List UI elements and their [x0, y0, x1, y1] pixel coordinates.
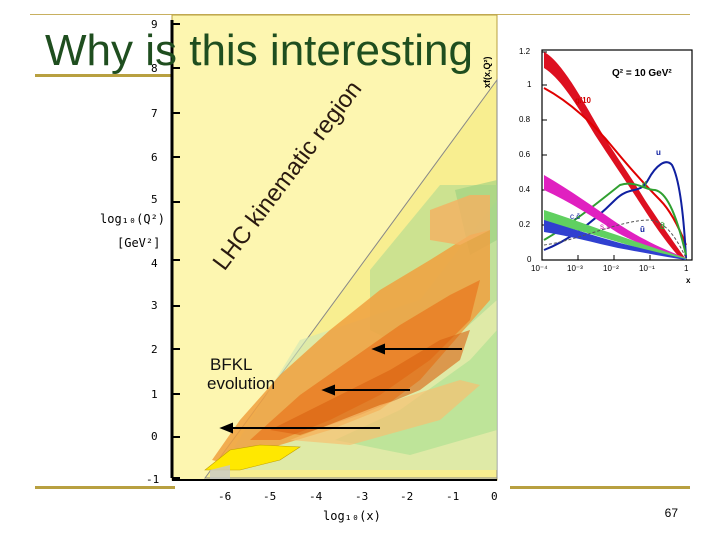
y-tick-marks: [172, 23, 180, 479]
pdf-x-tick-1e-1: 10⁻¹: [639, 264, 655, 273]
orange-region-4: [430, 195, 490, 245]
x-tick-label-0: 0: [491, 490, 498, 503]
pdf-cbar-label: c,c̄: [570, 212, 581, 221]
gluon-curve: [543, 87, 687, 246]
orange-region-1: [212, 230, 490, 465]
x-tick-label-minus1: -1: [446, 490, 460, 503]
y-tick-label-1: 1: [151, 388, 158, 401]
bottom-rule: [35, 486, 175, 489]
pdf-u-label: u: [656, 148, 661, 157]
pdf-x-tick-1: 1: [684, 264, 689, 273]
yellow-region: [204, 444, 301, 471]
y-tick-label-8: 8: [151, 62, 158, 75]
y-tick-label-5: 5: [151, 193, 158, 206]
d-curve: [543, 182, 687, 256]
bottom-rule-right: [510, 486, 690, 489]
pdf-d-label: d: [642, 180, 647, 189]
pdf-inset-plot: [500, 40, 700, 290]
y-tick-label-6: 6: [151, 151, 158, 164]
pdf-y-tick-1.2: 1.2: [519, 47, 531, 56]
y-tick-label-0: 0: [151, 430, 158, 443]
pdf-y-tick-0.2: 0.2: [519, 220, 531, 229]
bfkl-label-line1: BFKL: [210, 355, 253, 374]
dbar-band: [544, 210, 686, 260]
y-axis-label-line2: [GeV²]: [117, 236, 161, 250]
y-tick-label-4: 4: [151, 257, 158, 270]
gray-band: [210, 465, 230, 480]
bfkl-label-line2: evolution: [207, 374, 276, 393]
ubar-band: [544, 220, 686, 260]
orange-region-2: [250, 280, 480, 440]
pdf-x-tick-1e-2: 10⁻²: [603, 264, 619, 273]
pdf-ubar-label: ū: [640, 225, 645, 234]
pdf-x-axis-label: x: [686, 276, 691, 285]
pdf-y-tick-0.8: 0.8: [519, 115, 531, 124]
x-tick-label-minus4: -4: [309, 490, 323, 503]
gluon-band: [544, 52, 685, 258]
y-tick-label-minus1: -1: [146, 473, 160, 486]
x-tick-label-minus5: -5: [263, 490, 277, 503]
x-axis-label: log₁₀(x): [323, 509, 381, 523]
dashed-curve: [543, 219, 687, 259]
title-underline: [35, 74, 175, 77]
pdf-y-axis-label: xf(x,Q²): [482, 56, 492, 89]
x-tick-label-minus6: -6: [218, 490, 232, 503]
y-axis-label-line1: log₁₀(Q²): [100, 212, 166, 226]
bfkl-arrows: [219, 343, 462, 434]
pdf-y-tick-0: 0: [527, 255, 532, 264]
x-tick-label-minus2: -2: [400, 490, 414, 503]
pdf-x-tick-1e-4: 10⁻⁴: [531, 264, 548, 273]
pdf-g-label: g/10: [575, 96, 592, 105]
pdf-y-tick-0.4: 0.4: [519, 185, 531, 194]
x-tick-label-minus3: -3: [355, 490, 369, 503]
y-tick-label-3: 3: [151, 299, 158, 312]
pdf-y-tick-0.6: 0.6: [519, 150, 531, 159]
orange-region-3: [270, 330, 470, 435]
y-tick-label-9: 9: [151, 18, 158, 31]
pdf-x-tick-1e-3: 10⁻³: [567, 264, 583, 273]
u-curve: [543, 161, 687, 259]
y-tick-label-7: 7: [151, 107, 158, 120]
page-title: Why is this interesting: [45, 26, 473, 75]
pdf-y-tick-1: 1: [527, 80, 532, 89]
pdf-sbar-label: s,s̄: [600, 222, 611, 231]
slide-number: 67: [664, 506, 678, 520]
y-tick-label-2: 2: [151, 343, 158, 356]
pdf-dbar-label: d̄: [660, 222, 665, 231]
pdf-q2-label: Q² = 10 GeV²: [612, 68, 672, 79]
